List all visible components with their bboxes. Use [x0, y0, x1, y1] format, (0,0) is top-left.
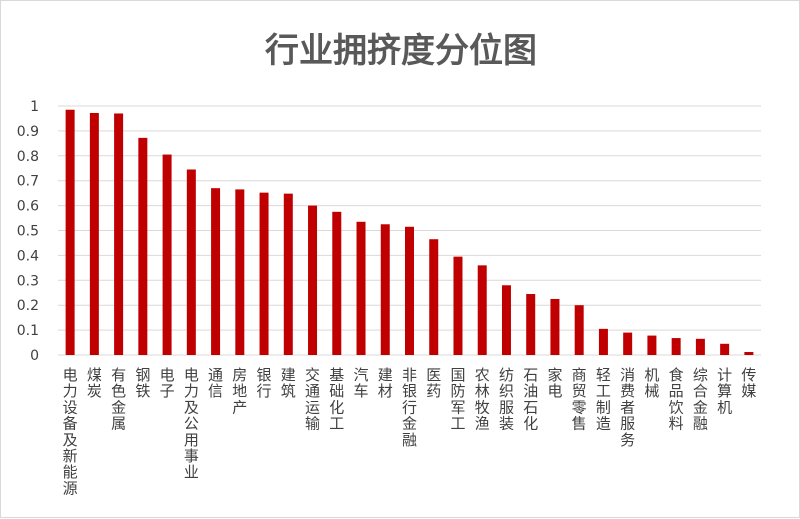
bar [526, 293, 536, 355]
x-tick-label: 钢铁 [135, 366, 150, 400]
bar [477, 265, 487, 355]
bar [744, 352, 754, 355]
bar [186, 169, 196, 355]
x-tick-label: 机械 [644, 366, 659, 400]
x-tick-label: 电力及公用事业 [184, 366, 199, 481]
y-tick-label: 0.9 [17, 124, 39, 140]
x-tick-label: 银行 [257, 366, 272, 400]
bar [623, 332, 633, 355]
x-tick-label: 电力设备及新能源 [63, 366, 78, 497]
bar [720, 343, 730, 355]
bar [211, 188, 221, 355]
bar [598, 328, 608, 355]
y-tick-label: 0.3 [17, 273, 39, 289]
x-tick-label: 农林牧渔 [475, 366, 490, 433]
x-tick-label: 建筑 [281, 366, 296, 400]
x-tick-label: 建材 [378, 366, 393, 400]
x-tick-label: 综合金融 [693, 366, 708, 433]
x-tick-label: 轻工制造 [596, 366, 611, 433]
bar [259, 192, 269, 355]
x-tick-label: 家电 [547, 366, 562, 400]
y-tick-label: 0.6 [17, 199, 39, 215]
x-tick-label: 国防军工 [450, 366, 465, 433]
x-tick-label: 房地产 [232, 366, 247, 416]
bar [671, 338, 681, 355]
bar [380, 224, 390, 355]
bar [162, 154, 172, 355]
x-tick-label: 交通运输 [305, 366, 320, 433]
bar [308, 205, 318, 355]
y-tick-label: 0.2 [17, 298, 39, 314]
x-tick-label: 食品饮料 [669, 366, 684, 433]
x-tick-label: 石油石化 [523, 366, 538, 433]
x-tick-label: 非银行金融 [402, 366, 417, 449]
bar [695, 338, 705, 355]
bar [89, 112, 99, 355]
bar [647, 335, 657, 355]
chart-title: 行业拥挤度分位图 [265, 31, 537, 71]
bar [235, 189, 245, 355]
y-tick-label: 0.7 [17, 174, 39, 190]
bar [138, 137, 148, 355]
y-tick-label: 0.8 [17, 149, 39, 165]
bar [429, 239, 439, 355]
bar [356, 221, 366, 355]
x-tick-label: 商贸零售 [572, 366, 587, 433]
bar [114, 113, 124, 355]
x-tick-label: 传媒 [741, 366, 756, 400]
bar [405, 226, 414, 355]
y-tick-label: 0.1 [17, 323, 39, 339]
y-tick-label: 0 [30, 348, 39, 364]
bar [574, 305, 584, 355]
bar [65, 109, 75, 355]
x-tick-label: 医药 [426, 366, 441, 400]
x-tick-label: 煤炭 [87, 366, 102, 400]
x-tick-label: 通信 [208, 366, 223, 400]
bar [453, 256, 463, 355]
x-tick-label: 电子 [160, 366, 175, 400]
bar [501, 285, 511, 355]
x-tick-label: 消费者服务 [620, 366, 635, 449]
x-tick-label: 计算机 [717, 366, 732, 416]
y-tick-label: 0.4 [17, 248, 39, 264]
bar [283, 193, 293, 355]
y-tick-label: 1 [30, 99, 39, 115]
x-tick-label: 基础化工 [329, 366, 344, 433]
y-tick-label: 0.5 [17, 224, 39, 240]
bar [550, 298, 560, 355]
x-tick-label: 有色金属 [111, 366, 126, 433]
x-tick-label: 汽车 [354, 366, 369, 400]
bar [332, 211, 342, 355]
x-tick-label: 纺织服装 [499, 366, 514, 433]
